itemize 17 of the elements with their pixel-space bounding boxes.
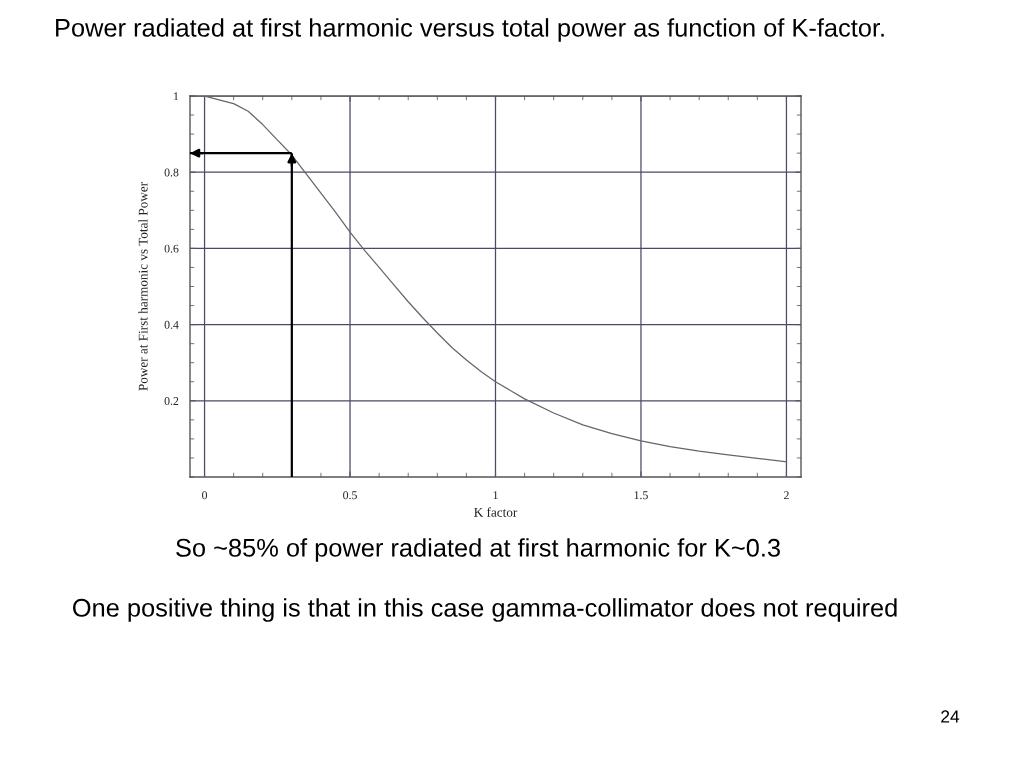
text: One positive thing is that in this case gamma-collimator does not required [73, 598, 897, 622]
text: So ~85% of power radiated at first harmonic for K~0.3 [176, 538, 780, 562]
y-axis-title: Power at First harmonic vs Total Power [138, 182, 148, 391]
line-series [203, 96, 788, 463]
y-tick-label: 0.4 [164, 320, 179, 329]
x-tick-label: 0 [202, 491, 208, 500]
y-tick-label: 1 [174, 92, 179, 101]
x-tick-label: 2 [784, 491, 789, 500]
chart-title: Power radiated at first harmonic versus total power as function of K-factor. [56, 18, 884, 42]
y-tick-label: 0.8 [164, 168, 179, 177]
text: 24 [941, 710, 960, 723]
y-tick-label: 0.2 [164, 397, 179, 406]
x-tick-label: 1 [493, 491, 498, 500]
x-tick-label: 1.5 [634, 491, 648, 500]
x-tick-label: 0.5 [343, 491, 357, 500]
x-axis-title: K factor [474, 507, 518, 517]
y-tick-label: 0.6 [164, 244, 179, 253]
